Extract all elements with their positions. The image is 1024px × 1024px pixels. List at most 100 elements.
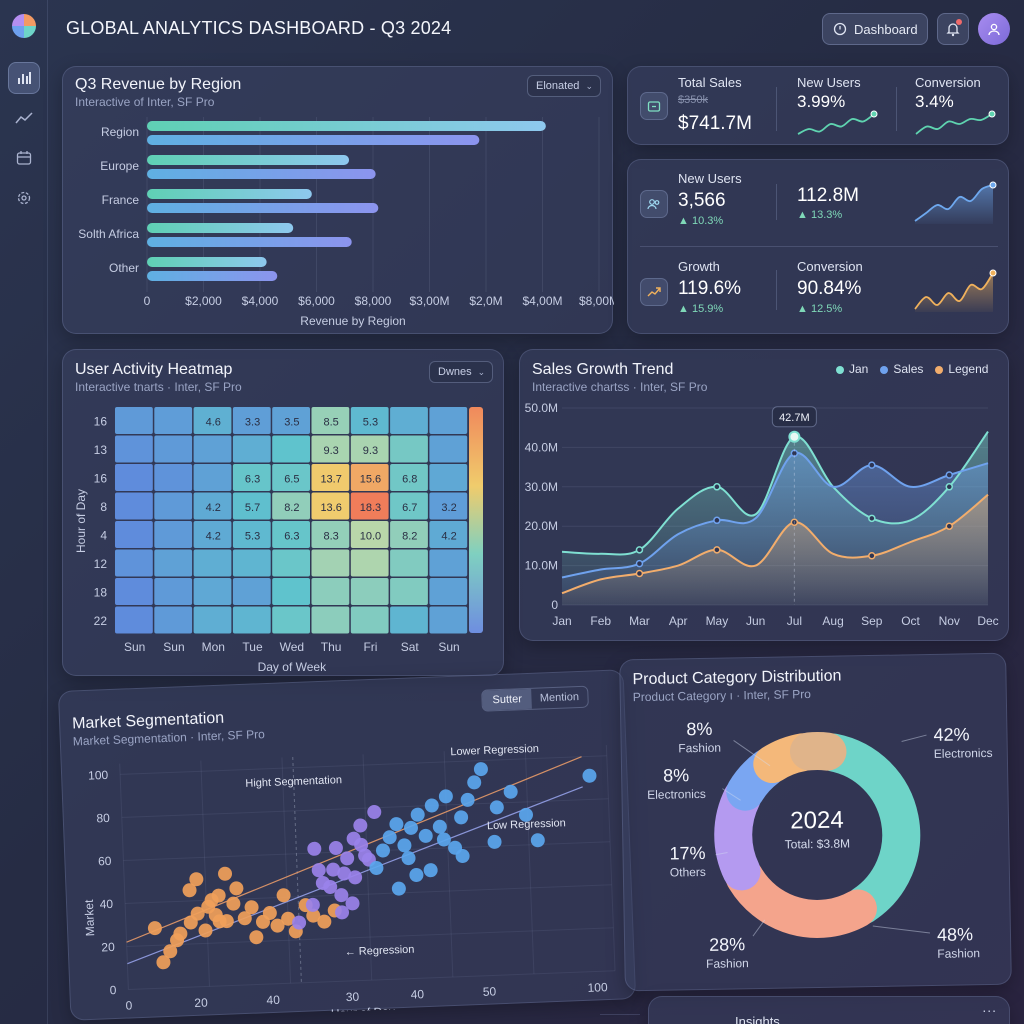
series-point <box>713 483 721 491</box>
heatmap-cell-label: 4.2 <box>206 502 221 514</box>
heatmap-cell <box>193 521 232 548</box>
more-options-button[interactable]: ... <box>982 999 997 1015</box>
sidebar-item-line-chart[interactable] <box>8 102 40 134</box>
app-logo <box>12 14 36 38</box>
scatter-point <box>323 879 338 894</box>
scatter-point <box>335 905 350 920</box>
heatmap-cell <box>232 578 271 605</box>
bar <box>147 237 352 247</box>
bar <box>147 189 312 199</box>
legend-item-legend[interactable]: Legend <box>935 362 988 376</box>
bar-chart-icon <box>18 72 31 84</box>
heatmap-cell <box>115 578 153 605</box>
heatmap-title: User Activity Heatmap <box>75 361 233 378</box>
heatmap-cell <box>154 492 193 520</box>
sparkline-line <box>914 184 994 222</box>
dashboard-button[interactable]: Dashboard <box>822 13 928 45</box>
bottom-panel-right: ... Insights <box>648 996 1010 1024</box>
notification-button[interactable] <box>937 13 969 45</box>
heatmap-cell <box>115 492 153 520</box>
heatmap-cell-label: 5.7 <box>245 502 260 514</box>
y-tick-label: 22 <box>94 614 108 628</box>
new-users-label: New Users <box>678 171 742 186</box>
donut-center-year: 2024 <box>790 806 844 835</box>
x-tick-label: $3,00M <box>409 294 449 308</box>
sidebar-item-bar-chart[interactable] <box>8 62 40 94</box>
scatter-point <box>270 918 285 933</box>
heatmap-cell <box>193 435 232 463</box>
scatter-point <box>182 883 197 898</box>
heatmap-cell-label: 5.3 <box>245 530 260 542</box>
heatmap-cell <box>272 492 310 520</box>
heatmap-cell <box>193 407 232 434</box>
y-tick-label: 16 <box>94 471 108 485</box>
heatmap-dropdown[interactable]: Dwnes ⌄ <box>429 361 493 383</box>
y-tick-label: 40.0M <box>525 440 558 454</box>
legend-dot <box>935 365 944 374</box>
scatter-point <box>530 833 545 848</box>
heatmap-cell <box>193 606 232 634</box>
heatmap-cell <box>272 578 310 605</box>
heatmap-cell <box>272 606 310 634</box>
donut-label-pct: 8% <box>686 719 712 739</box>
new-users-sparkline <box>797 110 878 135</box>
x-tick-label: Nov <box>939 614 960 628</box>
gridline <box>120 755 607 775</box>
heatmap-cell <box>154 435 193 463</box>
legend-item-sales[interactable]: Sales <box>880 362 923 376</box>
sidebar-item-settings[interactable] <box>8 182 40 214</box>
series-point <box>713 516 721 525</box>
x-tick-label: 0 <box>144 294 151 308</box>
x-tick-label: $8,000 <box>355 294 392 308</box>
y-tick-label: 80 <box>96 811 110 826</box>
x-tick-label: $2,0M <box>469 294 502 308</box>
heatmap-cell <box>115 521 153 548</box>
calendar-icon <box>16 151 32 165</box>
heatmap-cell <box>193 578 232 605</box>
avatar[interactable] <box>978 13 1010 45</box>
donut-label-pct: 28% <box>709 934 745 955</box>
conversion-sparkline <box>915 110 996 135</box>
gridline <box>605 744 616 971</box>
scatter-point <box>311 863 326 878</box>
growth-change: ▲ 15.9% <box>678 303 724 315</box>
kpi-row-divider <box>640 246 998 247</box>
heatmap-cell-label: 6.5 <box>284 473 299 485</box>
heatmap-cell-label: 13.6 <box>320 502 341 514</box>
bar <box>147 203 379 213</box>
growth-value: 119.6% <box>678 278 742 299</box>
heatmap-cell <box>350 464 389 491</box>
heatmap-cell-label: 9.3 <box>363 445 378 457</box>
heatmap-cell <box>154 549 193 577</box>
heatmap-cell <box>429 578 468 605</box>
x-tick-label: Tue <box>242 640 263 654</box>
scatter-point <box>418 828 433 843</box>
x-tick-label: Wed <box>280 640 304 654</box>
scatter-point <box>401 851 416 866</box>
heatmap-cell-label: 6.8 <box>402 473 417 485</box>
heatmap-cell <box>115 549 153 577</box>
heatmap-cell <box>115 464 153 491</box>
series-point <box>635 546 644 554</box>
new-users-change-value: 10.3% <box>691 215 724 227</box>
scatter-point <box>226 896 241 911</box>
bottom-panel-left <box>600 1014 640 1024</box>
new-users-value: 3,566 <box>678 190 726 211</box>
x-tick-label: $4,000 <box>242 294 279 308</box>
scatter-point <box>201 899 216 914</box>
heatmap-cell <box>350 578 389 605</box>
sidebar-item-calendar[interactable] <box>8 142 40 174</box>
category-label: France <box>102 193 140 207</box>
users-icon <box>647 199 660 210</box>
kpi-divider <box>776 184 777 220</box>
heatmap-cell <box>272 549 310 577</box>
y-tick-label: 0 <box>109 983 117 997</box>
series-point <box>868 552 876 560</box>
heatmap-cell <box>311 578 350 605</box>
y-tick-label: 40 <box>99 897 113 912</box>
heatmap-cell <box>154 407 193 434</box>
conversion-label: Conversion <box>797 259 863 274</box>
y-tick-label: 0 <box>551 598 558 612</box>
revenue-dropdown[interactable]: Elonated ⌄ <box>527 75 601 97</box>
legend-item-jan[interactable]: Jan <box>836 362 868 376</box>
